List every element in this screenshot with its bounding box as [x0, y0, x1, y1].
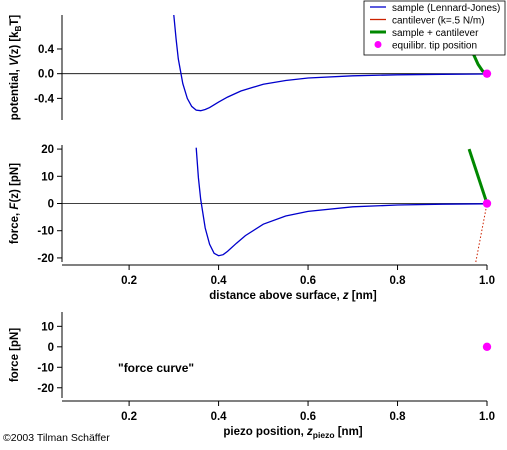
- y-tick-label: -10: [37, 362, 54, 374]
- y-tick-label: -20: [37, 383, 54, 395]
- y-tick-label: -10: [37, 226, 54, 238]
- legend-label: sample (Lennard-Jones): [392, 3, 500, 14]
- y-tick-label: 0: [48, 199, 54, 211]
- force-curve-annotation: "force curve": [118, 361, 194, 375]
- equilibrium-point: [482, 69, 492, 78]
- chart-panel-2: 20 10 0 -10 -20 force, F(z) [pN] 0.2 0.4 0.6 0.8 1…: [9, 144, 495, 302]
- legend-label: equilibr. tip position: [392, 41, 477, 52]
- x-tick-label: 0.4: [211, 411, 228, 423]
- dotted-extension-line: [475, 203, 488, 263]
- x-tick-label: 1.0: [479, 411, 495, 423]
- y-tick-label: -0.4: [34, 93, 54, 105]
- y-axis-label: force [pN]: [9, 328, 21, 382]
- y-tick-label: 0: [48, 342, 54, 354]
- y-tick-label: 10: [41, 171, 54, 183]
- equilibrium-point: [482, 199, 492, 208]
- y-tick-label: -20: [37, 253, 54, 265]
- legend: sample (Lennard-Jones) cantilever (k=.5 N…: [363, 0, 506, 56]
- y-tick-label: 0.0: [38, 69, 54, 81]
- series-line-1: [173, 15, 488, 112]
- x-tick-label: 0.4: [211, 275, 228, 287]
- y-axis-label: force, F(z) [pN]: [9, 163, 21, 244]
- x-axis-label: distance above surface, z [nm]: [209, 290, 377, 302]
- x-tick-label: 0.8: [390, 275, 407, 287]
- credit-text: ©2003 Tilman Schäffer: [3, 432, 110, 444]
- x-tick-label: 0.8: [390, 411, 407, 423]
- legend-label: sample + cantilever: [392, 28, 479, 39]
- x-tick-label: 1.0: [479, 275, 495, 287]
- chart-panel-3: 10 0 -10 -20 force [pN] 0.2 0.4 0.6 0.8 1.0 piezo …: [9, 312, 495, 440]
- legend-swatch: [374, 41, 382, 48]
- legend-box: [363, 0, 506, 56]
- y-tick-label: 10: [41, 321, 54, 333]
- y-axis-label: potential, V(z) [kBT]: [9, 15, 23, 121]
- x-tick-label: 0.6: [300, 275, 316, 287]
- series-line-3: [467, 148, 489, 204]
- legend-label: cantilever (k=.5 N/m): [392, 16, 485, 27]
- x-axis-label: piezo position, zpiezo [nm]: [223, 426, 362, 440]
- series-line-1: [195, 147, 488, 257]
- x-tick-label: 0.6: [300, 411, 316, 423]
- y-tick-label: 20: [41, 144, 54, 156]
- y-tick-label: 0.4: [38, 44, 55, 56]
- equilibrium-point: [482, 342, 492, 352]
- x-tick-label: 0.2: [121, 411, 137, 423]
- x-tick-label: 0.2: [121, 275, 137, 287]
